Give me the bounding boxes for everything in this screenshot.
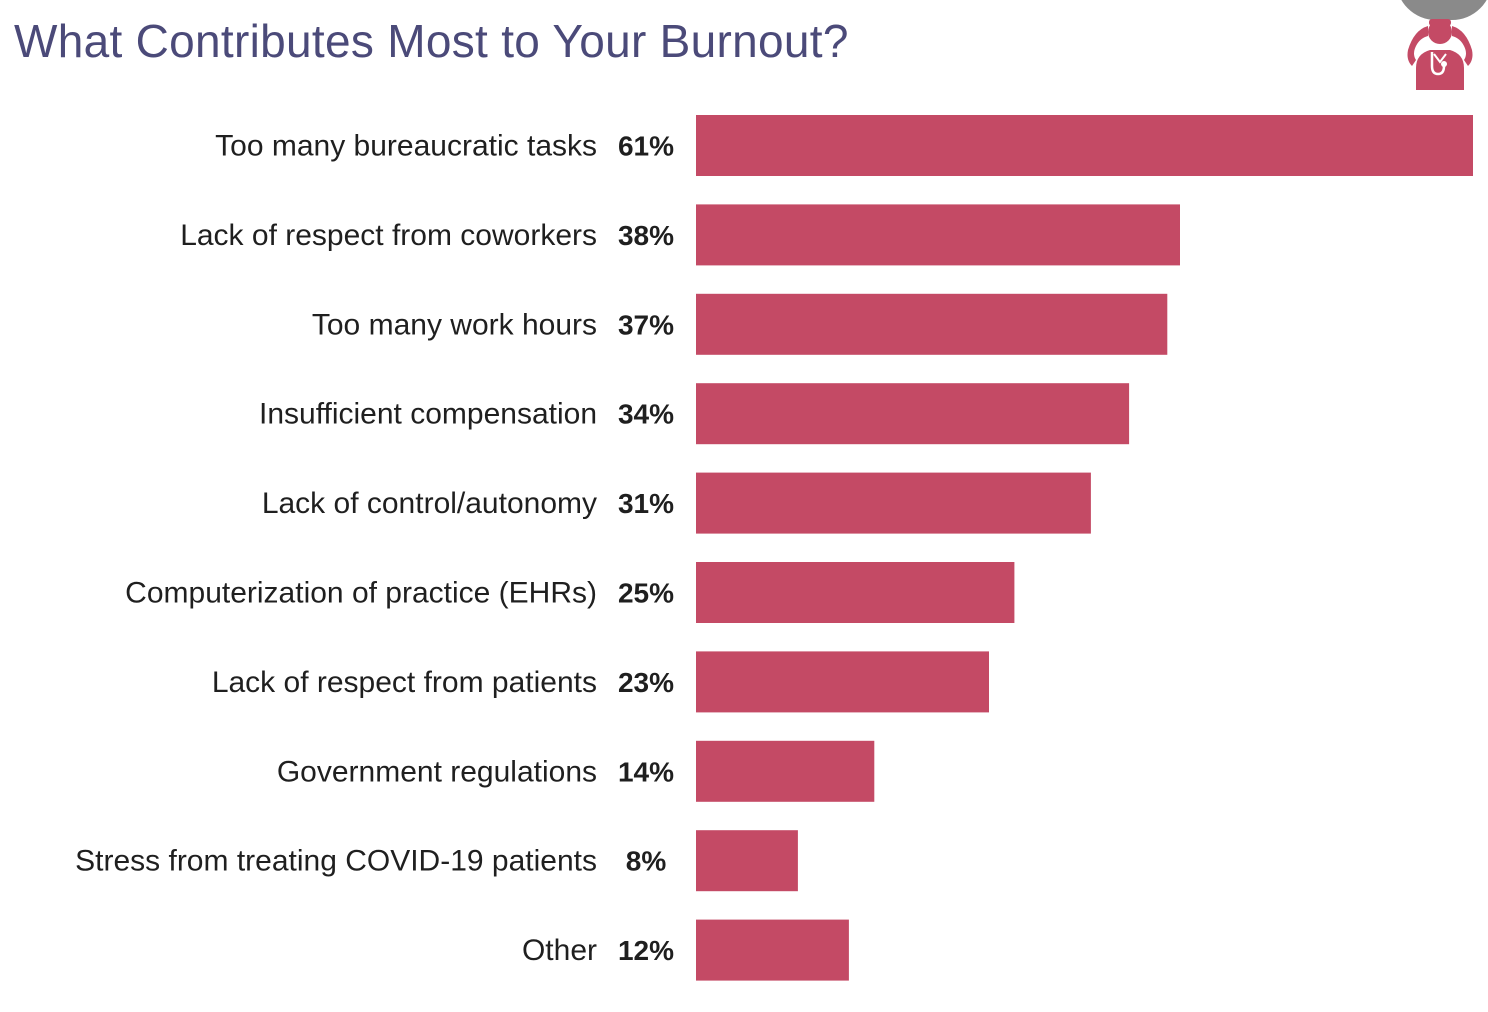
value-label-5: 25% <box>618 578 674 609</box>
bar-4 <box>696 472 1091 534</box>
value-label-7: 14% <box>618 756 674 787</box>
value-label-1: 38% <box>618 220 674 251</box>
category-label-2: Too many work hours <box>312 308 597 341</box>
bar-6 <box>696 651 989 713</box>
bar-1 <box>696 204 1180 266</box>
bar-0 <box>696 115 1473 176</box>
category-label-8: Stress from treating COVID-19 patients <box>75 845 597 878</box>
chart-title: What Contributes Most to Your Burnout? <box>14 15 849 67</box>
category-label-3: Insufficient compensation <box>259 398 597 431</box>
bar-2 <box>696 293 1168 355</box>
category-label-0: Too many bureaucratic tasks <box>215 130 597 163</box>
value-label-4: 31% <box>618 488 674 519</box>
doctor-stressed-icon <box>1407 19 1473 90</box>
bar-8 <box>696 830 798 892</box>
bar-9 <box>696 919 849 981</box>
value-label-6: 23% <box>618 667 674 698</box>
bar-3 <box>696 383 1130 445</box>
category-label-7: Government regulations <box>277 755 597 788</box>
value-label-3: 34% <box>618 399 674 430</box>
bar-7 <box>696 740 875 802</box>
category-label-6: Lack of respect from patients <box>212 666 597 699</box>
category-label-1: Lack of respect from coworkers <box>180 219 597 252</box>
bar-5 <box>696 562 1015 623</box>
category-label-5: Computerization of practice (EHRs) <box>125 577 597 610</box>
category-label-9: Other <box>522 934 597 967</box>
category-label-4: Lack of control/autonomy <box>262 487 597 520</box>
value-label-8: 8% <box>626 846 667 877</box>
value-label-0: 61% <box>618 131 674 162</box>
corner-shape <box>1396 0 1488 20</box>
value-label-9: 12% <box>618 935 674 966</box>
value-label-2: 37% <box>618 309 674 340</box>
